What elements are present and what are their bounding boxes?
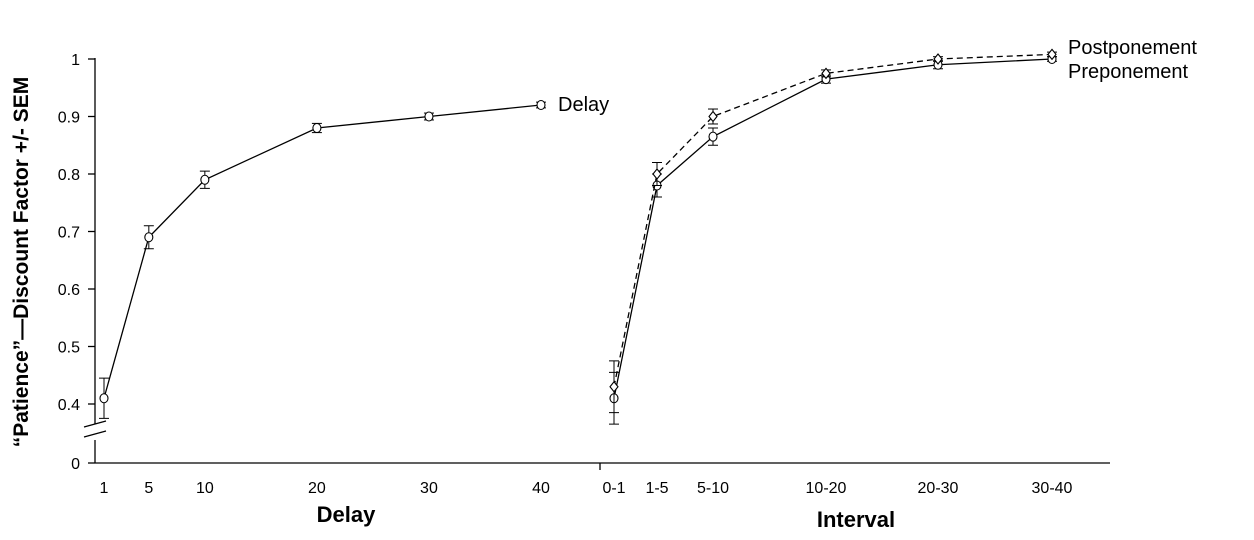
- x-tick-label: 10: [196, 480, 214, 497]
- postponement-point: [821, 67, 831, 80]
- delay-series: Delay: [99, 94, 609, 419]
- x-tick-label: 40: [532, 480, 550, 497]
- postponement-point: [609, 380, 619, 393]
- delay-point: [312, 122, 322, 134]
- delay-line: [103, 104, 542, 399]
- x-tick-label: 30: [420, 480, 438, 497]
- preponement-series: Preponement: [609, 53, 1189, 425]
- x-tick-label: 20: [308, 480, 326, 497]
- y-tick-label: 0: [71, 456, 80, 473]
- x-tick-label: 20-30: [918, 480, 959, 497]
- delay-point: [536, 99, 546, 111]
- x-tick-label: 5-10: [697, 480, 729, 497]
- x-axis-title-delay: Delay: [317, 502, 376, 527]
- y-tick-label: 0.9: [58, 110, 80, 127]
- x-tick-label: 1: [100, 480, 109, 497]
- delay-label: Delay: [558, 94, 609, 116]
- postponement-line: [613, 53, 1053, 387]
- delay-point: [99, 393, 109, 404]
- postponement-point: [652, 168, 662, 180]
- delay-point: [200, 174, 210, 185]
- postponement-series: Postponement: [609, 37, 1197, 414]
- y-tick-label: 1: [71, 52, 80, 69]
- x-tick-label: 1-5: [645, 480, 668, 497]
- y-tick-label: 0.5: [58, 340, 80, 357]
- y-tick-label: 0.6: [58, 282, 80, 299]
- postponement-label: Postponement: [1068, 37, 1197, 59]
- x-tick-label: 0-1: [602, 480, 625, 497]
- preponement-line: [613, 58, 1053, 399]
- postponement-point: [708, 110, 718, 123]
- delay-point: [424, 111, 434, 122]
- axis-break-mark: [83, 430, 107, 438]
- x-tick-label: 30-40: [1032, 480, 1073, 497]
- postponement-point: [1047, 48, 1057, 61]
- y-tick-label: 0.8: [58, 167, 80, 184]
- x-tick-label: 10-20: [806, 480, 847, 497]
- preponement-label: Preponement: [1068, 61, 1189, 83]
- y-tick-label: 0.4: [58, 397, 80, 414]
- y-axis: 0 0.4 0.5 0.6 0.7 0.8 0.9 1: [58, 52, 107, 473]
- x-tick-label: 5: [144, 480, 153, 497]
- postponement-point: [933, 53, 943, 65]
- preponement-point: [708, 131, 718, 142]
- axis-break-mark: [83, 420, 107, 428]
- delay-point: [144, 232, 154, 243]
- y-tick-label: 0.7: [58, 225, 80, 242]
- y-axis-title: “Patience”—Discount Factor +/- SEM: [10, 77, 33, 448]
- x-axis-title-interval: Interval: [817, 507, 895, 532]
